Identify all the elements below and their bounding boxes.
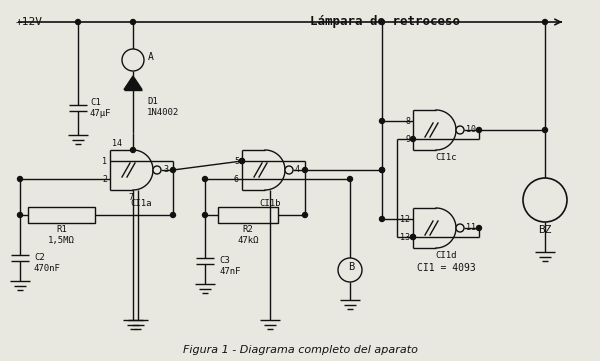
Text: 4: 4	[295, 165, 300, 174]
Circle shape	[380, 168, 385, 173]
Text: 5: 5	[234, 157, 239, 165]
Circle shape	[131, 148, 136, 152]
Circle shape	[203, 213, 208, 217]
Text: CI1d: CI1d	[435, 252, 457, 261]
Bar	[218, 207, 278, 223]
Text: 11: 11	[466, 223, 476, 232]
Circle shape	[523, 178, 567, 222]
Circle shape	[347, 177, 353, 182]
Circle shape	[239, 158, 245, 164]
Text: B: B	[348, 262, 354, 272]
Circle shape	[122, 49, 144, 71]
Text: A: A	[148, 52, 154, 62]
Circle shape	[17, 177, 23, 182]
Text: CI1b: CI1b	[259, 200, 281, 209]
Text: Figura 1 - Diagrama completo del aparato: Figura 1 - Diagrama completo del aparato	[182, 345, 418, 355]
Text: R1
1,5MΩ: R1 1,5MΩ	[48, 225, 75, 245]
Text: 12: 12	[400, 214, 410, 223]
Text: C1
47μF: C1 47μF	[90, 98, 112, 118]
Circle shape	[542, 127, 548, 132]
Text: 9: 9	[405, 135, 410, 144]
Circle shape	[410, 136, 415, 142]
Circle shape	[476, 127, 482, 132]
Text: R2
47kΩ: R2 47kΩ	[237, 225, 259, 245]
Text: 8: 8	[405, 117, 410, 126]
Circle shape	[380, 118, 385, 123]
Circle shape	[410, 235, 415, 239]
Circle shape	[380, 217, 385, 222]
Text: 3: 3	[163, 165, 168, 174]
Circle shape	[380, 168, 385, 173]
Circle shape	[302, 213, 308, 217]
Circle shape	[17, 213, 23, 217]
Bar	[28, 207, 95, 223]
Circle shape	[456, 224, 464, 232]
Text: CI1a: CI1a	[130, 200, 152, 209]
Text: +12V: +12V	[16, 17, 43, 27]
Text: C3
47nF: C3 47nF	[219, 256, 241, 276]
Circle shape	[203, 177, 208, 182]
Polygon shape	[124, 76, 142, 90]
Text: Lámpara de retroceso: Lámpara de retroceso	[310, 14, 460, 27]
Text: 7: 7	[128, 193, 133, 203]
Text: 6: 6	[234, 174, 239, 183]
Text: 10: 10	[466, 126, 476, 135]
Text: BZ: BZ	[538, 225, 552, 235]
Circle shape	[170, 168, 176, 173]
Circle shape	[170, 213, 176, 217]
Text: D1
1N4002: D1 1N4002	[147, 97, 179, 117]
Circle shape	[380, 19, 385, 25]
Text: 14: 14	[112, 139, 122, 148]
Text: CI1 = 4093: CI1 = 4093	[416, 263, 475, 273]
Text: 1: 1	[102, 157, 107, 165]
Circle shape	[476, 226, 482, 231]
Text: 13: 13	[400, 232, 410, 242]
Circle shape	[456, 126, 464, 134]
Circle shape	[410, 235, 415, 239]
Circle shape	[338, 258, 362, 282]
Circle shape	[131, 19, 136, 25]
Circle shape	[302, 168, 308, 173]
Text: C2
470nF: C2 470nF	[34, 253, 61, 273]
Circle shape	[239, 158, 245, 164]
Circle shape	[76, 19, 80, 25]
Circle shape	[285, 166, 293, 174]
Text: CI1c: CI1c	[435, 153, 457, 162]
Text: 2: 2	[102, 174, 107, 183]
Circle shape	[153, 166, 161, 174]
Circle shape	[542, 19, 548, 25]
